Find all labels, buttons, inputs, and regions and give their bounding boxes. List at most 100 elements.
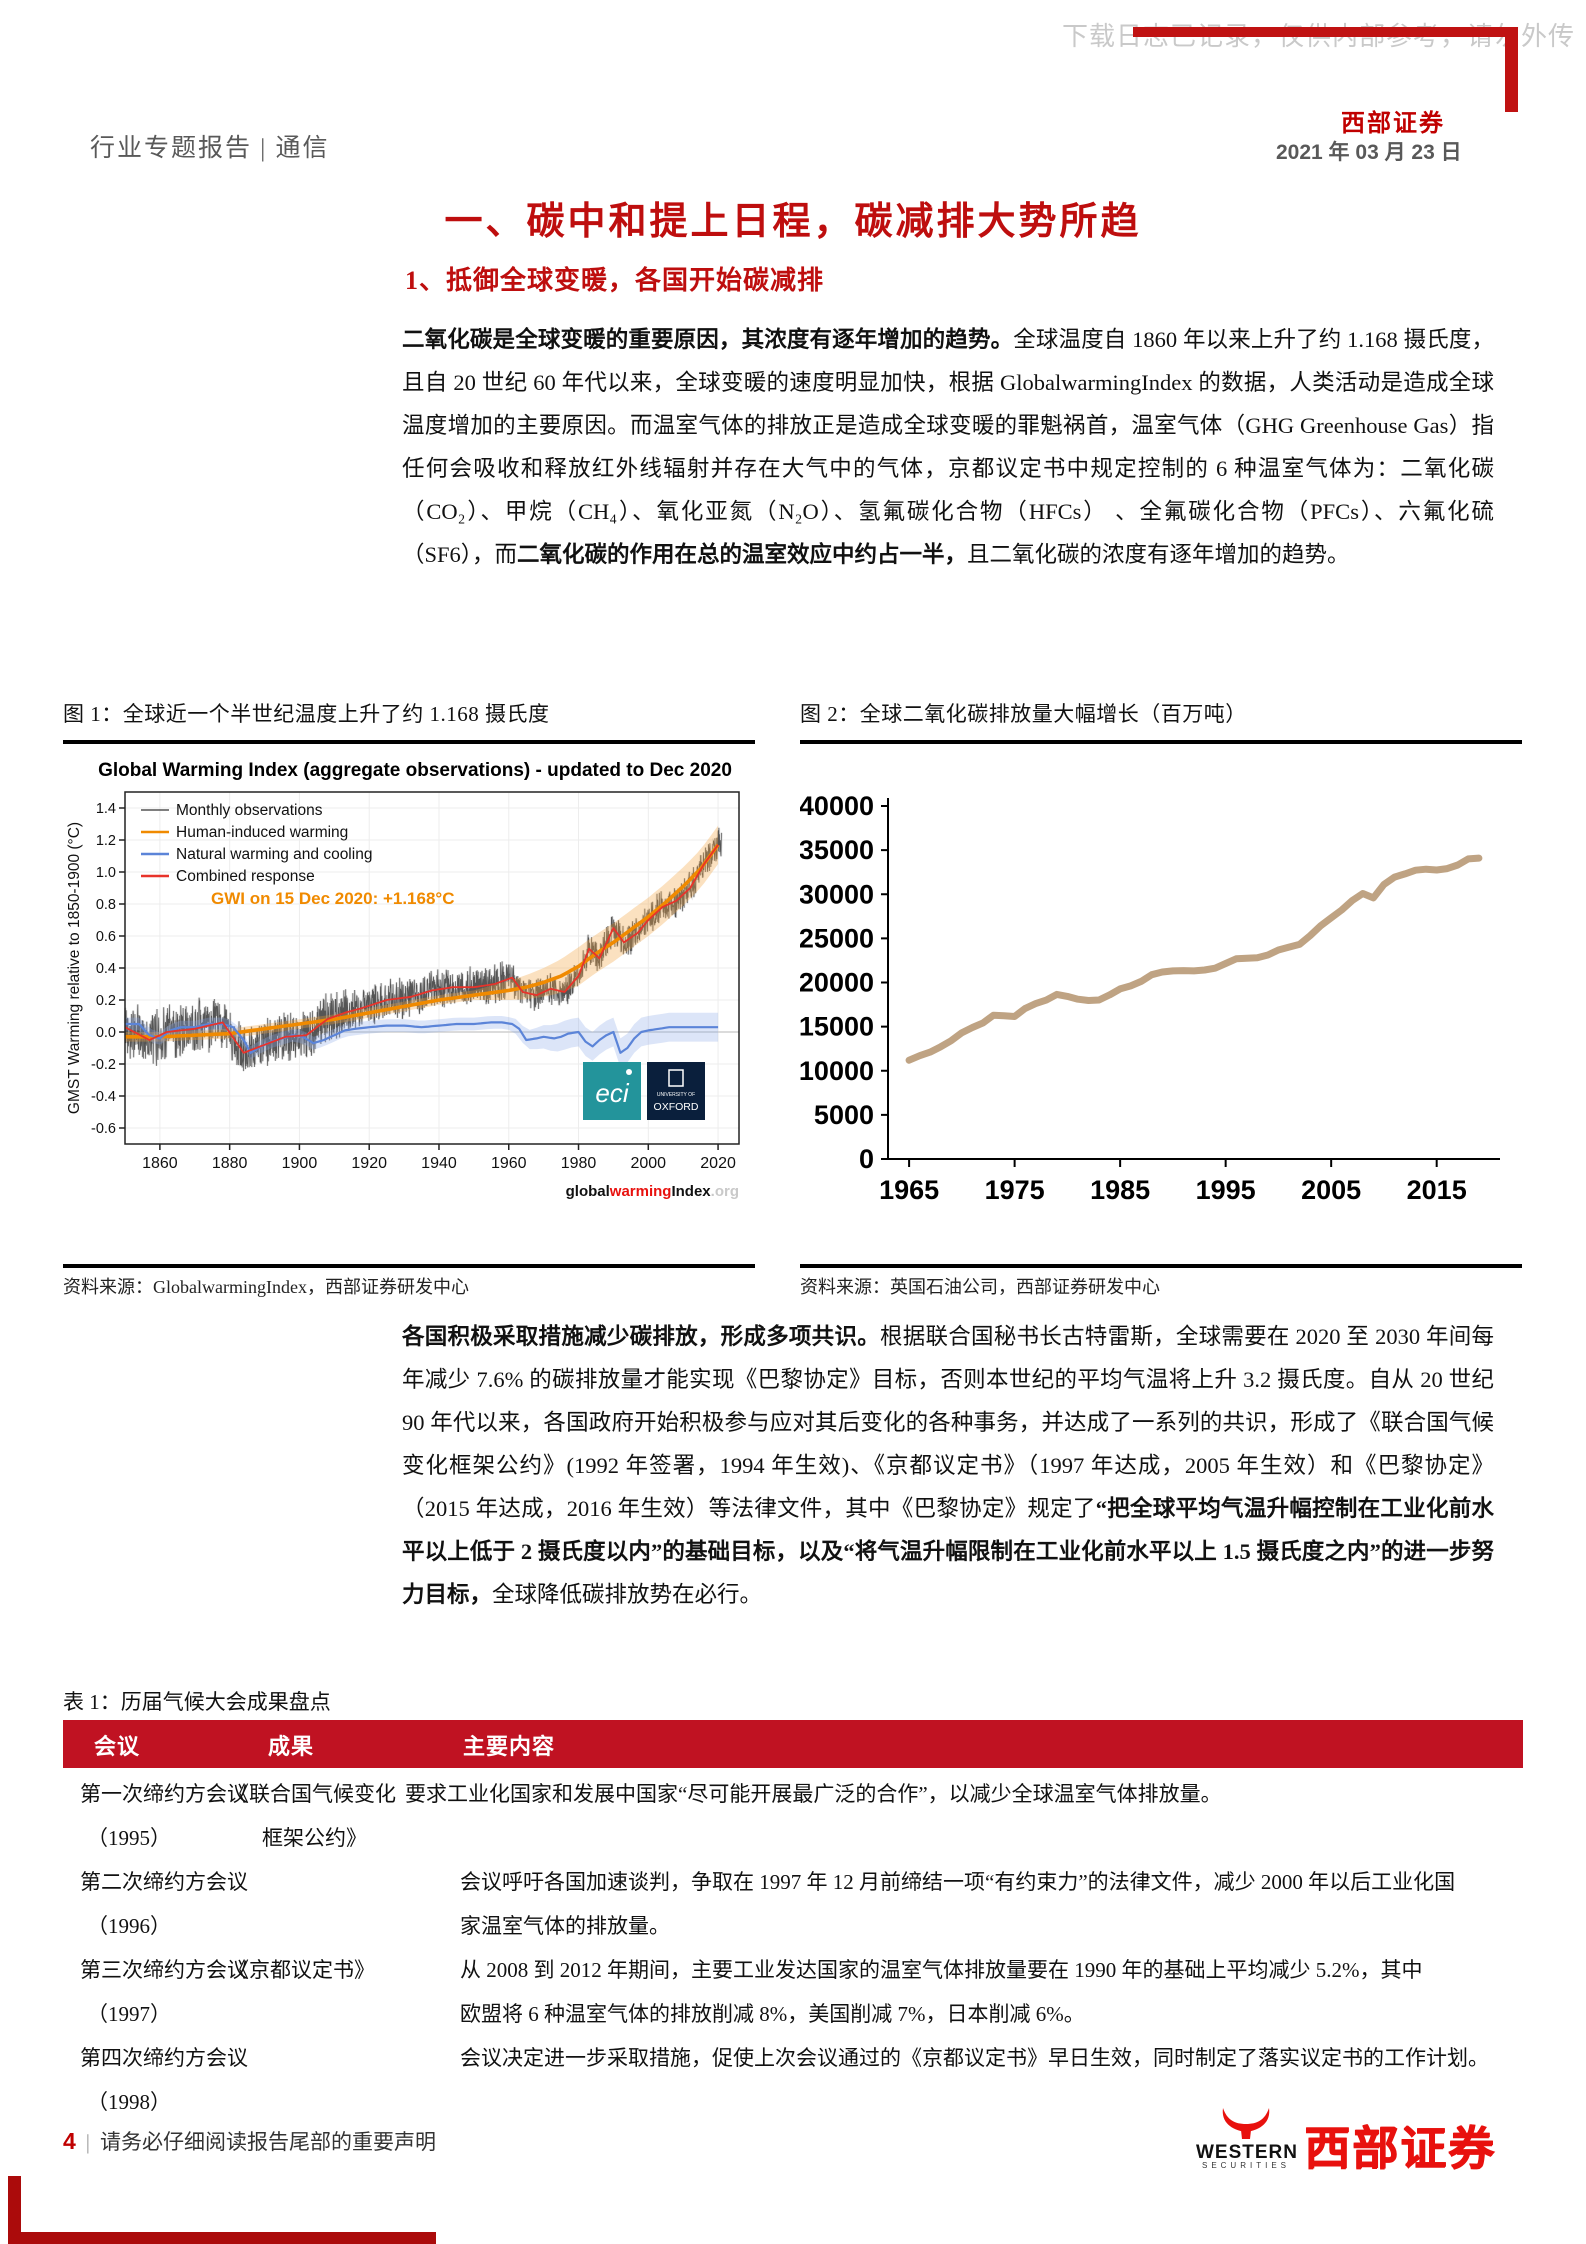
text-segment: 全球降低碳排放势在必行。	[492, 1582, 763, 1607]
text-segment: 且二氧化碳的浓度有逐年增加的趋势。	[967, 542, 1350, 567]
text-segment: 全球温度自 1860 年以来上升了约 1.168 摄氏度，且自 20 世纪 60…	[402, 327, 1494, 567]
cell-year: （1998）	[87, 2090, 171, 2114]
svg-text:OXFORD: OXFORD	[654, 1101, 699, 1113]
report-type: 行业专题报告 | 通信	[90, 135, 330, 162]
svg-text:eci: eci	[595, 1078, 629, 1108]
svg-text:1.2: 1.2	[96, 833, 116, 849]
table-body: 第一次缔约方会议 （1995） 《联合国气候变化 框架公约》 要求工业化国家和发展中国家…	[63, 1768, 1523, 2120]
svg-text:1860: 1860	[142, 1155, 178, 1172]
cell-content: 会议决定进一步采取措施，促使上次会议通过的《京都议定书》早日生效，同时制定了落实…	[460, 2046, 1489, 2070]
svg-text:-0.6: -0.6	[91, 1121, 116, 1137]
logo-western-text: WESTERN	[1196, 2142, 1298, 2163]
cell-meeting: 第四次缔约方会议	[80, 2046, 248, 2070]
svg-text:-0.2: -0.2	[91, 1057, 116, 1073]
svg-text:1.4: 1.4	[96, 801, 116, 817]
svg-text:20000: 20000	[800, 968, 874, 998]
table-header-content: 主要内容	[463, 1734, 556, 1759]
cell-meeting: 第一次缔约方会议	[80, 1782, 248, 1806]
cell-content: 欧盟将 6 种温室气体的排放削减 8%，美国削减 7%，日本削减 6%。	[460, 2002, 1085, 2026]
bottom-left-horizontal-bar	[8, 2232, 436, 2244]
paragraph-1: 二氧化碳是全球变暖的重要原因，其浓度有逐年增加的趋势。全球温度自 1860 年以…	[402, 318, 1494, 576]
cell-year: （1995）	[87, 1826, 171, 1850]
cell-meeting: 第三次缔约方会议	[80, 1958, 248, 1982]
logo-securities-text: SECURITIES	[1201, 2161, 1290, 2170]
svg-text:Human-induced warming: Human-induced warming	[176, 824, 348, 841]
table-row: 第四次缔约方会议 （1998） 会议决定进一步采取措施，促使上次会议通过的《京都议定…	[63, 2032, 1523, 2120]
svg-text:1920: 1920	[351, 1155, 387, 1172]
svg-text:Monthly observations: Monthly observations	[176, 802, 323, 819]
text-segment: “把全球平均气温升幅控制在工业化前水平以上低于 2 摄氏度以内”的基础目标，以及…	[402, 1496, 1494, 1607]
svg-text:2000: 2000	[630, 1155, 666, 1172]
top-right-vertical-bar	[1505, 27, 1518, 112]
svg-text:5000: 5000	[814, 1100, 874, 1130]
cell-outcome: 《联合国气候变化	[228, 1782, 396, 1806]
figure1-global-warming-index-chart: Global Warming Index (aggregate observat…	[63, 740, 755, 1268]
logo-chinese-name: 西部证券	[1304, 2122, 1496, 2174]
top-right-horizontal-bar	[1133, 27, 1507, 37]
paragraph-2: 各国积极采取措施减少碳排放，形成多项共识。根据联合国秘书长古特雷斯，全球需要在 …	[402, 1315, 1494, 1616]
table-header-meeting: 会议	[94, 1734, 141, 1759]
footer-disclaimer: 请务必仔细阅读报告尾部的重要声明	[100, 2130, 437, 2154]
svg-text:0.4: 0.4	[96, 961, 116, 977]
co2-chart: 0 5000 10000 15000 20000 25000 30000 35000 40000…	[799, 791, 1500, 1205]
table-header-row: 会议 成果 主要内容	[63, 1720, 1523, 1768]
text-segment: 二氧化碳的作用在总的温室效应中约占一半，	[517, 542, 968, 567]
cell-content: 家温室气体的排放量。	[460, 1914, 670, 1938]
brand-name: 西部证券	[1341, 111, 1445, 137]
figure1-source: 资料来源：GlobalwarmingIndex，西部证券研发中心	[63, 1277, 469, 1297]
table-title: 表 1：历届气候大会成果盘点	[63, 1690, 331, 1714]
svg-text:-0.4: -0.4	[91, 1089, 116, 1105]
svg-text:UNIVERSITY OF: UNIVERSITY OF	[657, 1092, 695, 1098]
text-segment: 各国积极采取措施减少碳排放，形成多项共识。	[402, 1324, 880, 1349]
footer-divider: |	[85, 2130, 91, 2154]
gwi-chart: Global Warming Index (aggregate observat…	[66, 760, 740, 1200]
cell-outcome: 框架公约》	[262, 1826, 367, 1850]
cell-content: 会议呼吁各国加速谈判，争取在 1997 年 12 月前缔结一项“有约束力”的法律…	[460, 1870, 1456, 1894]
table-row: 第一次缔约方会议 （1995） 《联合国气候变化 框架公约》 要求工业化国家和发展中国家…	[63, 1768, 1523, 1856]
cell-content: 要求工业化国家和发展中国家“尽可能开展最广泛的合作”，以减少全球温室气体排放量。	[405, 1782, 1222, 1806]
svg-text:0.0: 0.0	[96, 1025, 116, 1041]
table-row: 第二次缔约方会议 （1996） 会议呼吁各国加速谈判，争取在 1997 年 12 月…	[63, 1856, 1523, 1944]
svg-text:1975: 1975	[985, 1175, 1045, 1205]
svg-text:35000: 35000	[800, 835, 874, 865]
svg-text:1965: 1965	[879, 1175, 939, 1205]
svg-text:1880: 1880	[212, 1155, 248, 1172]
cell-outcome: 《京都议定书》	[228, 1958, 375, 1982]
table-header-outcome: 成果	[268, 1734, 315, 1759]
svg-text:30000: 30000	[800, 879, 874, 909]
svg-text:1960: 1960	[491, 1155, 527, 1172]
svg-text:1940: 1940	[421, 1155, 457, 1172]
svg-text:GWI on 15 Dec 2020: +1.168°C: GWI on 15 Dec 2020: +1.168°C	[211, 889, 455, 908]
subsection-title: 1、抵御全球变暖，各国开始碳减排	[405, 266, 825, 295]
cell-year: （1996）	[87, 1914, 171, 1938]
bottom-left-vertical-bar	[8, 2176, 21, 2244]
cell-content: 从 2008 到 2012 年期间，主要工业发达国家的温室气体排放量要在 199…	[460, 1958, 1423, 1982]
western-securities-logo: WESTERN SECURITIES 西部证券	[1196, 2106, 1516, 2176]
footer-disclaimer-line: 4 | 请务必仔细阅读报告尾部的重要声明	[63, 2126, 436, 2156]
report-date: 2021 年 03 月 23 日	[1276, 141, 1462, 164]
svg-text:Combined response: Combined response	[176, 868, 315, 885]
figure2-co2-emissions-chart: 0 5000 10000 15000 20000 25000 30000 35000 40000…	[799, 740, 1522, 1268]
svg-text:2015: 2015	[1407, 1175, 1467, 1205]
svg-text:Natural warming and cooling: Natural warming and cooling	[176, 846, 372, 863]
svg-text:0.8: 0.8	[96, 897, 116, 913]
svg-text:15000: 15000	[800, 1012, 874, 1042]
bull-icon	[1222, 2108, 1270, 2139]
page-number: 4	[63, 2128, 76, 2154]
section-title: 一、碳中和提上日程，碳减排大势所趋	[444, 201, 1142, 243]
svg-text:1900: 1900	[282, 1155, 318, 1172]
svg-text:25000: 25000	[800, 923, 874, 953]
figure2-source: 资料来源：英国石油公司，西部证券研发中心	[800, 1277, 1160, 1297]
svg-text:2020: 2020	[700, 1155, 736, 1172]
svg-text:globalwarmingIndex.org: globalwarmingIndex.org	[566, 1183, 739, 1200]
figure2-caption: 图 2：全球二氧化碳排放量大幅增长（百万吨）	[800, 702, 1247, 726]
figure1-caption: 图 1：全球近一个半世纪温度上升了约 1.168 摄氏度	[63, 702, 550, 726]
svg-text:GMST Warming relative to 1850-: GMST Warming relative to 1850-1900 (°C)	[66, 822, 83, 1114]
svg-text:2005: 2005	[1301, 1175, 1361, 1205]
svg-text:Global Warming Index (aggregat: Global Warming Index (aggregate observat…	[98, 760, 732, 781]
svg-text:1.0: 1.0	[96, 865, 116, 881]
text-segment: 根据联合国秘书长古特雷斯，全球需要在 2020 至 2030 年间每年减少 7.…	[402, 1324, 1494, 1521]
svg-text:40000: 40000	[800, 791, 874, 821]
svg-text:10000: 10000	[800, 1056, 874, 1086]
